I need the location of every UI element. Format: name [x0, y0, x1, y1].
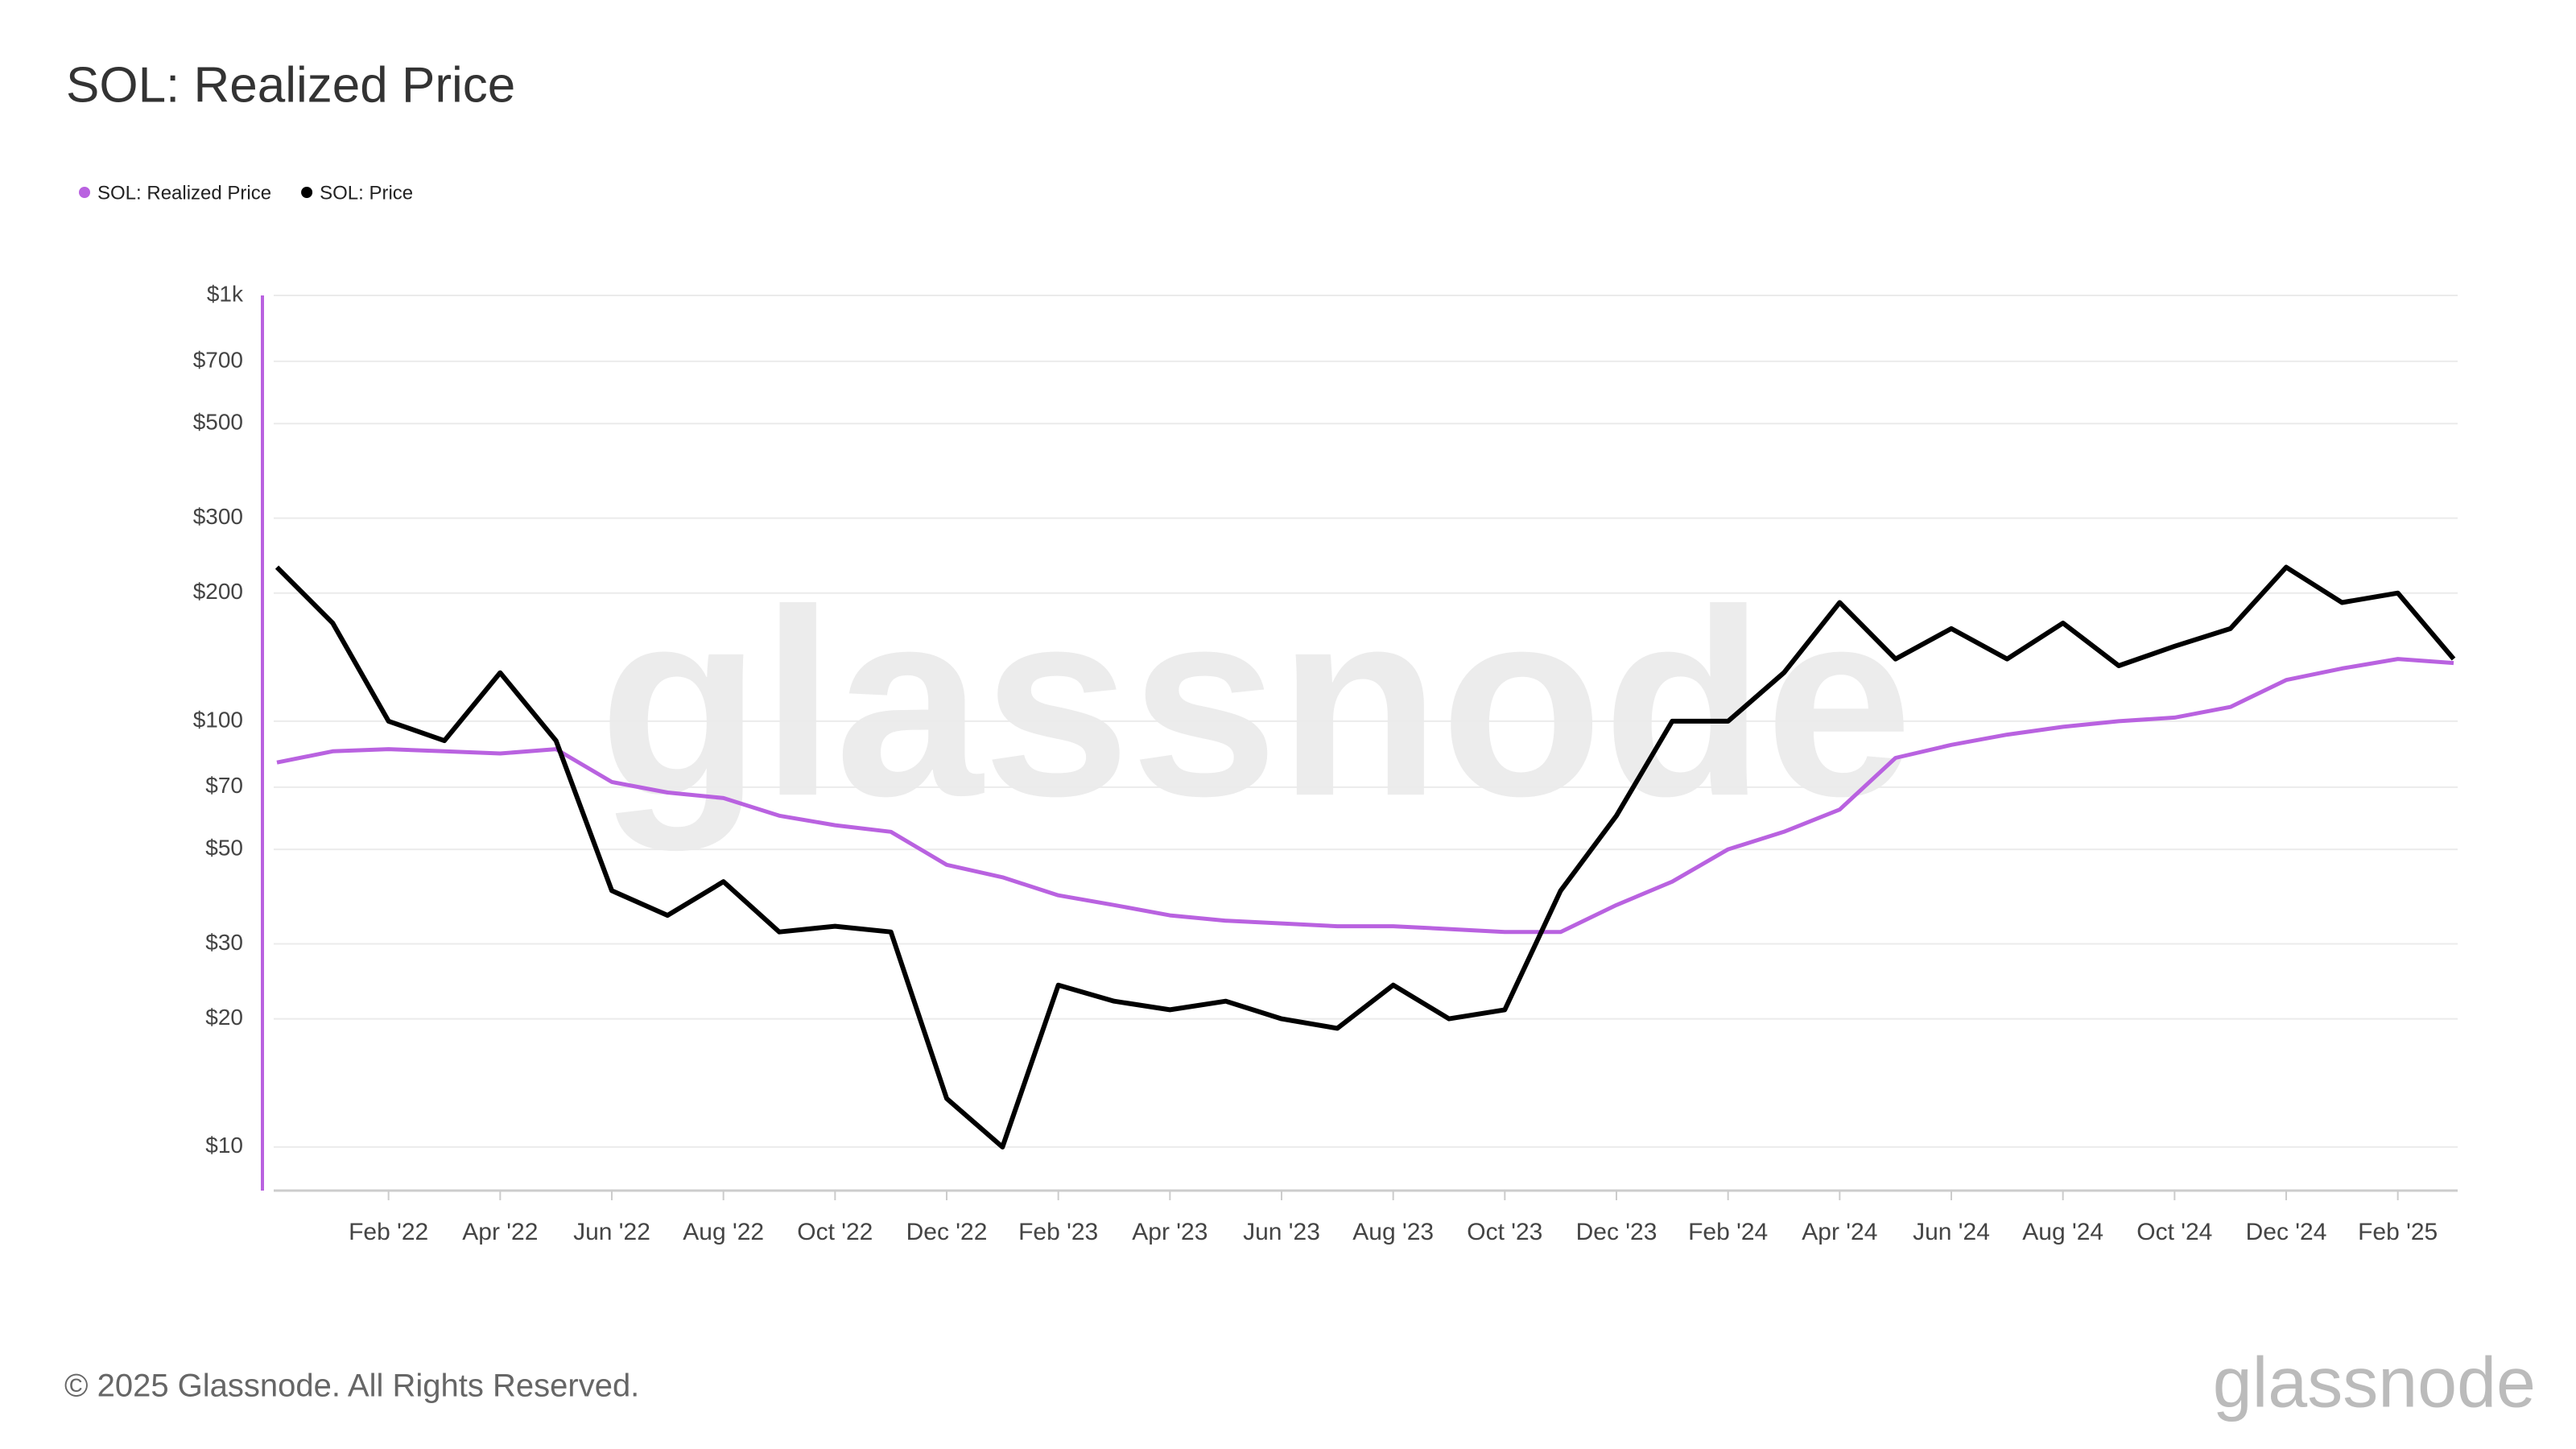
- y-tick-label: $300: [193, 504, 243, 529]
- series-line: [276, 657, 2454, 935]
- x-tick-label: Dec '22: [906, 1219, 988, 1245]
- x-tick-label: Aug '22: [683, 1219, 764, 1245]
- y-tick-label: $70: [205, 773, 243, 798]
- y-tick-label: $200: [193, 579, 243, 604]
- x-tick-label: Oct '22: [797, 1219, 873, 1245]
- brand-logo: glassnode: [2213, 1342, 2536, 1422]
- x-tick-label: Aug '23: [1352, 1219, 1434, 1245]
- x-tick-label: Oct '24: [2136, 1219, 2212, 1245]
- legend-label: SOL: Realized Price: [97, 182, 271, 204]
- x-tick-label: Jun '24: [1913, 1219, 1990, 1245]
- x-tick-label: Feb '24: [1688, 1219, 1768, 1245]
- y-tick-label: $1k: [207, 281, 244, 306]
- y-tick-label: $30: [205, 930, 243, 955]
- x-tick-label: Aug '24: [2022, 1219, 2103, 1245]
- x-tick-label: Jun '22: [573, 1219, 650, 1245]
- y-tick-label: $50: [205, 836, 243, 861]
- chart-title: SOL: Realized Price: [66, 57, 515, 113]
- x-tick-label: Feb '23: [1018, 1219, 1098, 1245]
- legend-marker: [79, 187, 90, 198]
- x-tick-label: Apr '23: [1132, 1219, 1208, 1245]
- series-line: [275, 564, 2456, 1150]
- y-tick-label: $20: [205, 1005, 243, 1030]
- legend-marker: [301, 187, 313, 198]
- x-tick-label: Feb '22: [349, 1219, 428, 1245]
- y-tick-label: $10: [205, 1133, 243, 1158]
- watermark: glassnode: [599, 554, 1913, 852]
- x-tick-label: Dec '24: [2246, 1219, 2327, 1245]
- copyright: © 2025 Glassnode. All Rights Reserved.: [64, 1368, 639, 1404]
- legend-label: SOL: Price: [320, 182, 413, 204]
- y-tick-label: $500: [193, 410, 243, 435]
- x-tick-label: Apr '24: [1802, 1219, 1877, 1245]
- x-tick-label: Dec '23: [1576, 1219, 1657, 1245]
- x-tick-label: Oct '23: [1467, 1219, 1542, 1245]
- y-tick-label: $100: [193, 707, 243, 732]
- y-tick-label: $700: [193, 347, 243, 372]
- x-tick-label: Apr '22: [462, 1219, 538, 1245]
- x-tick-label: Jun '23: [1243, 1219, 1320, 1245]
- x-tick-label: Feb '25: [2358, 1219, 2438, 1245]
